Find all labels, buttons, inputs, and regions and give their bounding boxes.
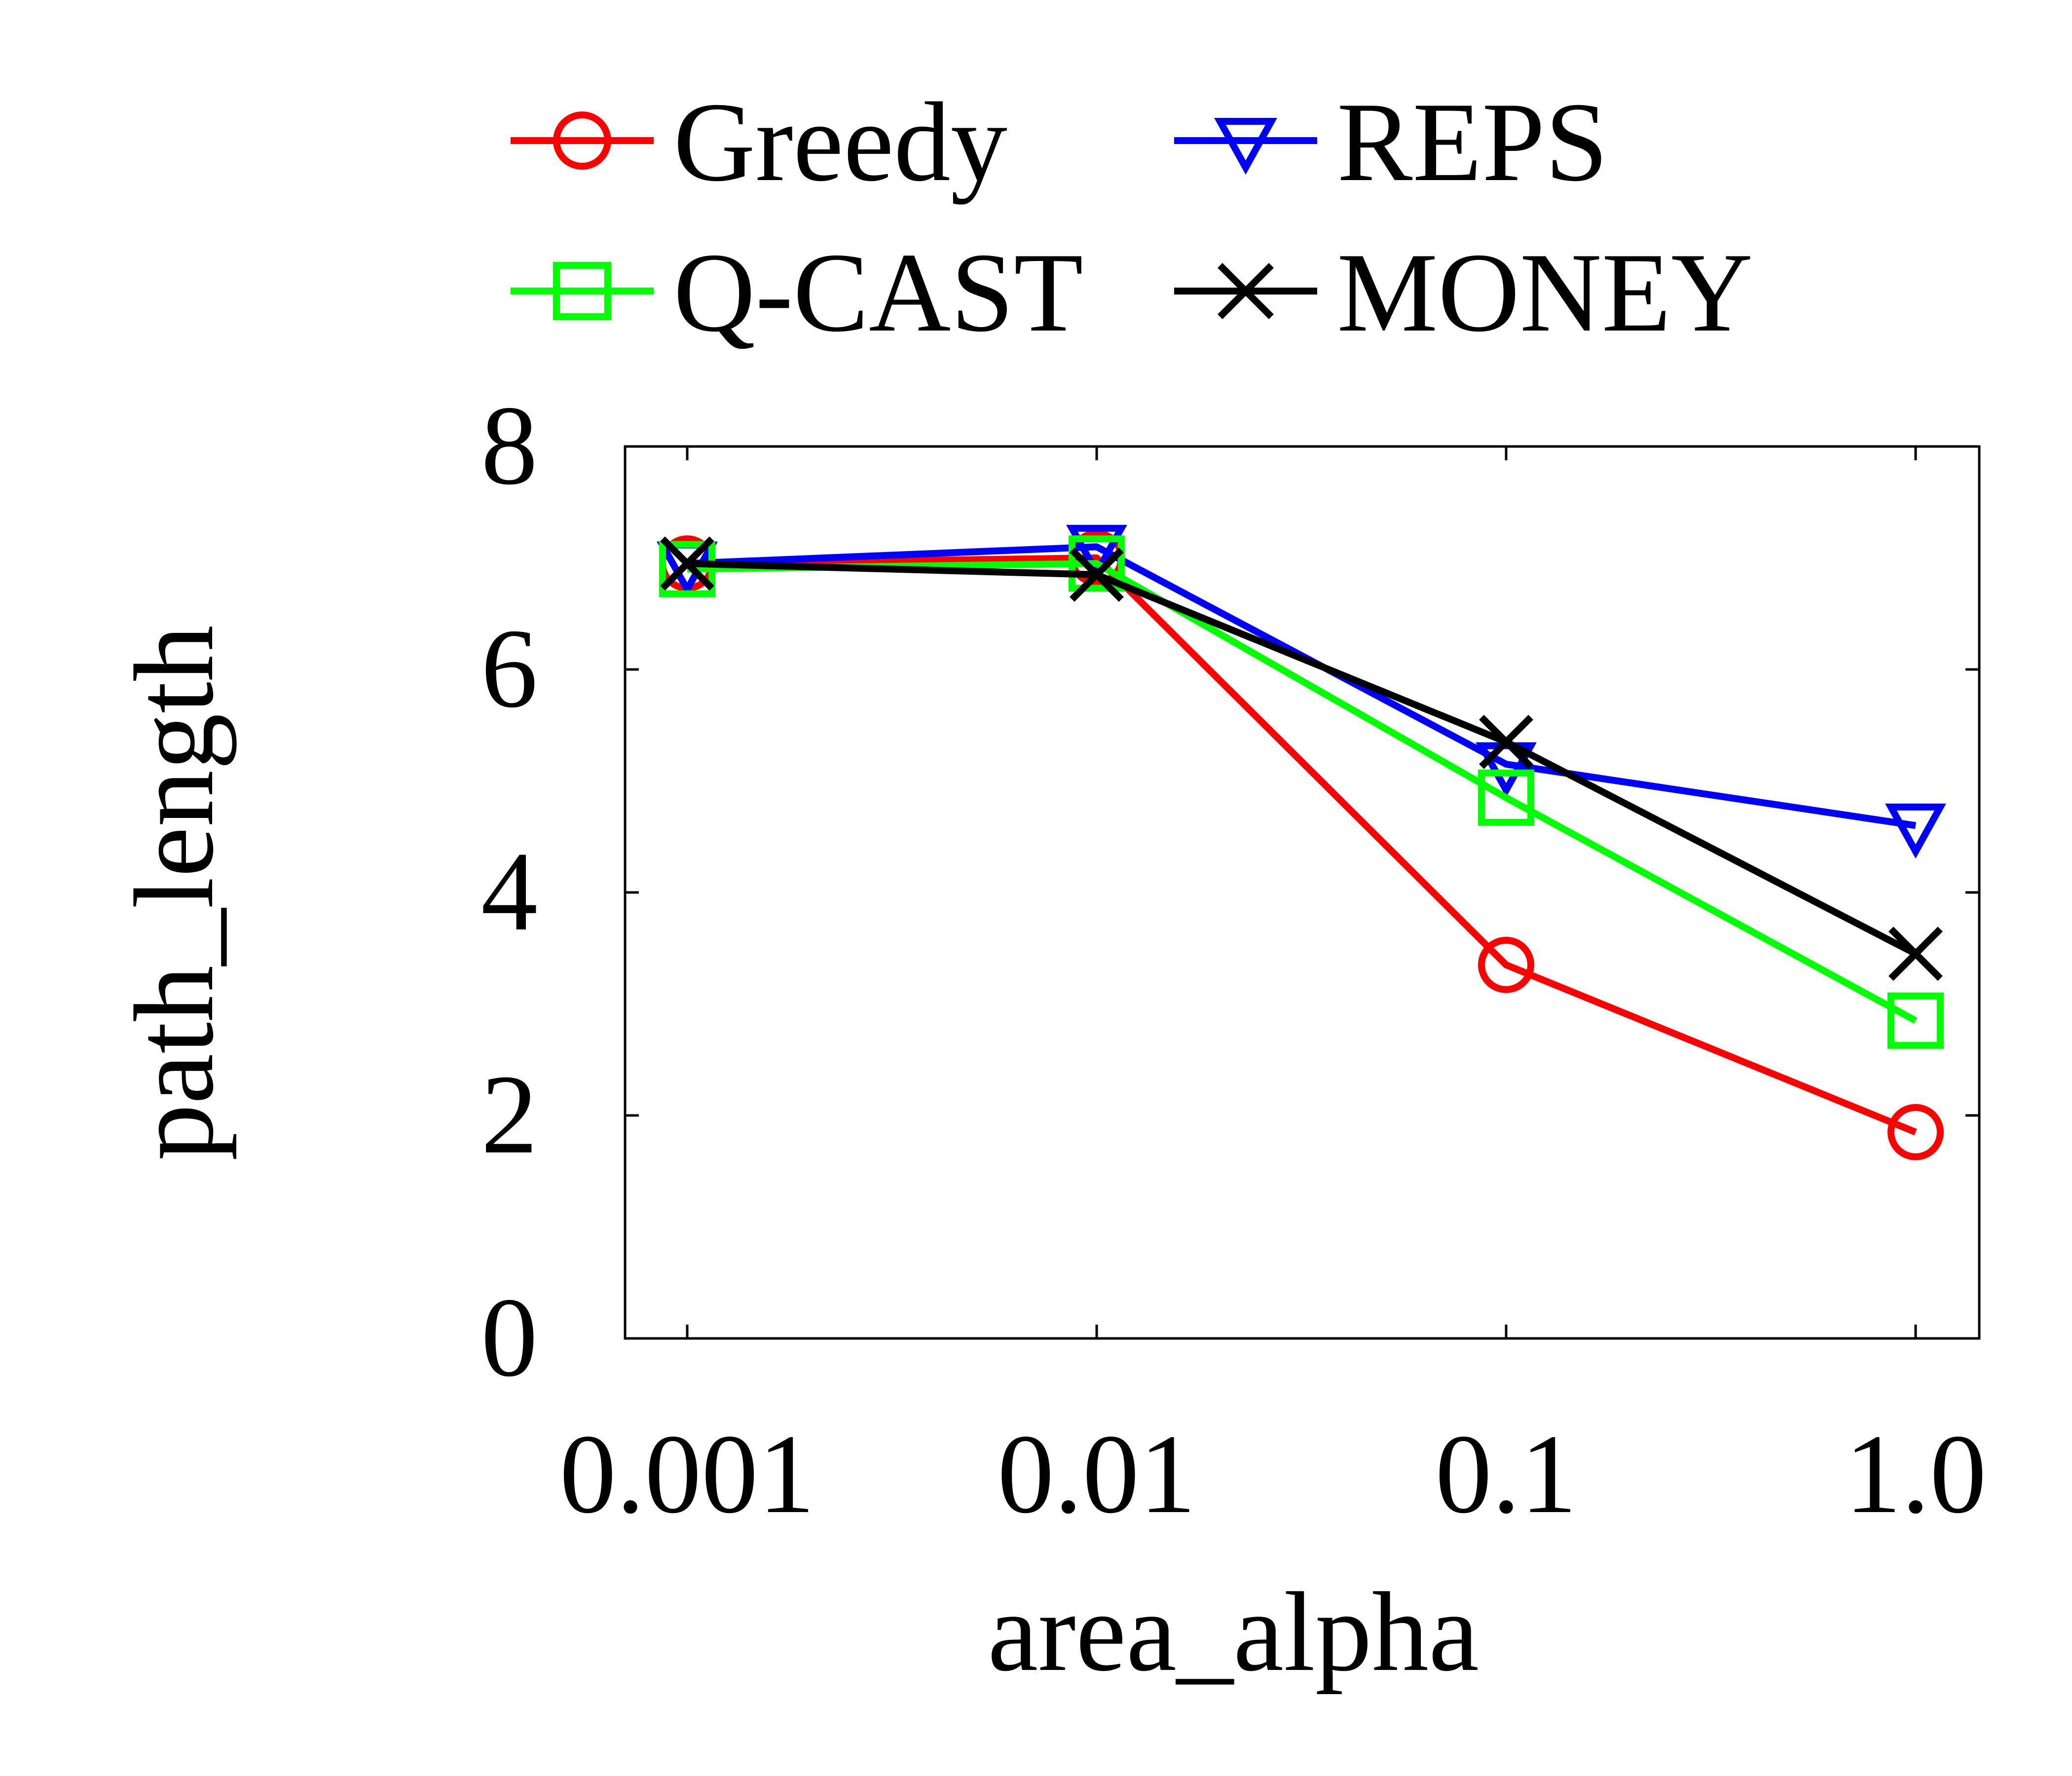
x-tick-label: 0.1 <box>1435 1411 1577 1537</box>
y-tick-label: 8 <box>481 382 538 508</box>
data-point-q-cast <box>1069 535 1125 592</box>
legend: Greedy REPS Q-CAST MONEY <box>511 79 1753 355</box>
x-tick-label: 1.0 <box>1845 1411 1987 1537</box>
axis-ticks <box>625 446 1979 1338</box>
legend-marker-q-cast <box>553 262 611 320</box>
legend-entry-greedy: Greedy <box>511 79 1007 205</box>
legend-entry-reps: REPS <box>1174 79 1608 205</box>
x-axis-label: area_alpha <box>988 1569 1479 1695</box>
data-point-money <box>1479 714 1533 769</box>
legend-marker-money <box>1218 263 1274 319</box>
series-layer <box>657 524 1946 1160</box>
x-axis-tick-labels: 0.001 0.01 0.1 1.0 <box>559 1411 1987 1537</box>
data-point-greedy <box>1478 936 1534 993</box>
y-axis-tick-labels: 0 2 4 6 8 <box>481 382 538 1400</box>
y-tick-label: 2 <box>481 1051 538 1177</box>
legend-label: Q-CAST <box>673 229 1083 355</box>
data-point-q-cast <box>1887 992 1944 1049</box>
data-point-reps <box>1885 803 1946 859</box>
y-tick-label: 4 <box>481 828 538 954</box>
data-point-greedy <box>1887 1104 1944 1160</box>
data-point-q-cast <box>659 541 715 597</box>
legend-entry-money: MONEY <box>1174 229 1753 355</box>
y-tick-label: 0 <box>481 1274 538 1400</box>
plot-area <box>624 445 1981 1340</box>
series-line-greedy <box>687 555 1917 1136</box>
series-line-money <box>687 560 1918 957</box>
data-point-money <box>1888 926 1943 981</box>
plot-frame <box>624 445 1981 1340</box>
data-point-reps <box>1066 524 1127 580</box>
data-point-q-cast <box>1478 769 1534 826</box>
y-tick-label: 6 <box>481 605 538 731</box>
x-tick-label: 0.01 <box>998 1411 1196 1537</box>
legend-label: REPS <box>1337 79 1608 205</box>
legend-marker-reps <box>1214 118 1277 175</box>
data-point-money <box>1070 547 1124 602</box>
legend-marker-greedy <box>553 111 611 170</box>
legend-label: MONEY <box>1337 229 1753 355</box>
legend-entry-q-cast: Q-CAST <box>511 229 1083 355</box>
legend-label: Greedy <box>673 79 1007 205</box>
series-money <box>660 536 1943 981</box>
x-tick-label: 0.001 <box>559 1411 815 1537</box>
y-axis-label: path_length <box>111 625 237 1161</box>
data-point-money <box>660 536 714 591</box>
